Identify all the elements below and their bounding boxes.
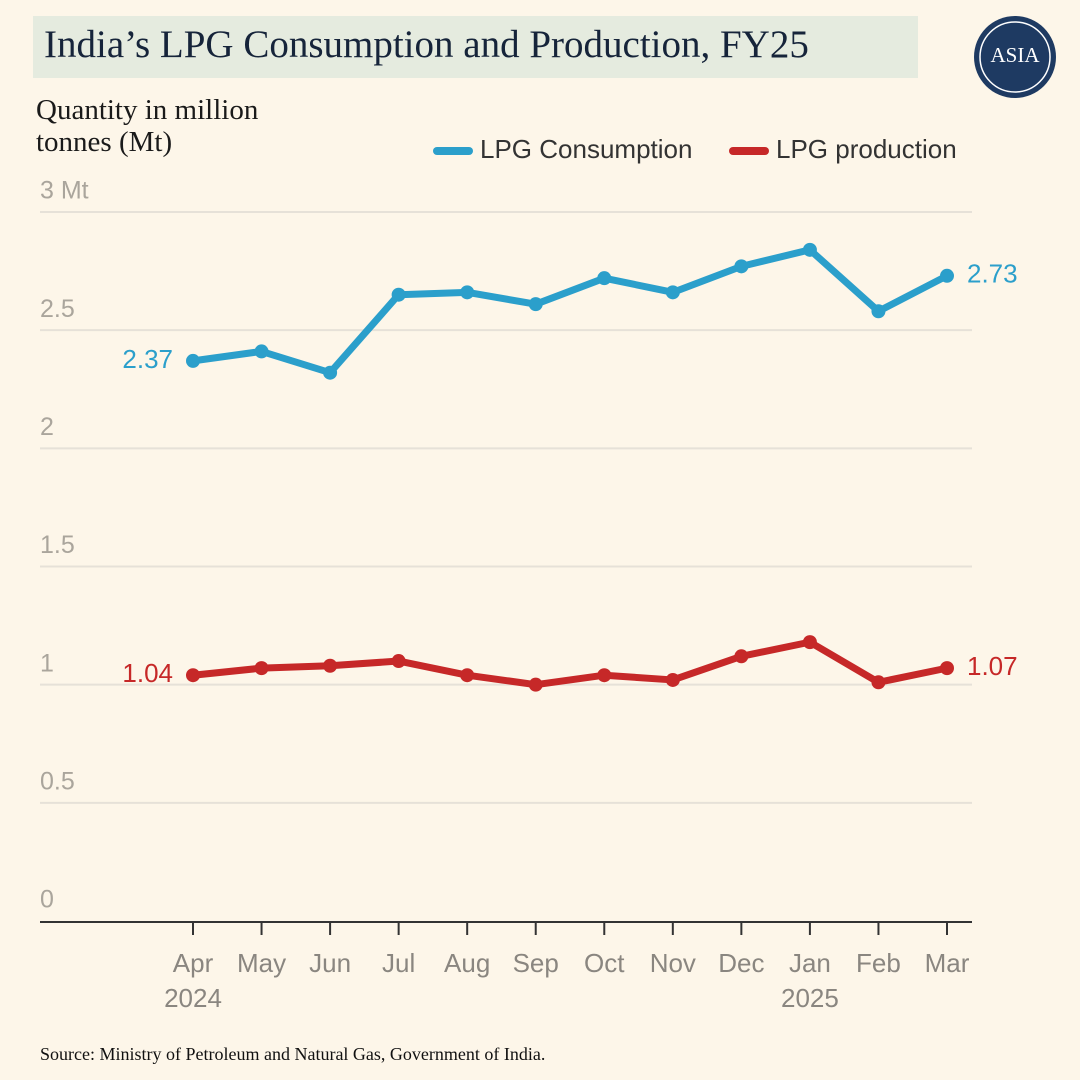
data-point [665, 672, 680, 687]
data-point [802, 242, 817, 257]
y-tick-label: 2.5 [40, 295, 75, 323]
x-tick-label: Jan [789, 948, 831, 978]
data-point [802, 635, 817, 650]
data-point [186, 353, 200, 368]
x-tick-label: Aug [444, 948, 490, 978]
data-point [186, 668, 200, 683]
y-tick-label: 3 Mt [40, 177, 89, 205]
x-tick-label: Apr [173, 948, 214, 978]
data-point [597, 668, 612, 683]
y-tick-label: 0 [40, 886, 54, 914]
x-tick-label: Jun [309, 948, 351, 978]
value-label: 1.04 [122, 658, 173, 688]
data-point [528, 297, 543, 312]
value-label: 1.07 [967, 651, 1018, 681]
plot-area: 0 0.5 1 1.5 2 2.5 3 Mt Apr 2024 May Jun Jul Aug Sep Oc… [40, 134, 1018, 1013]
data-point [254, 661, 269, 676]
x-tick-label: Jul [382, 948, 415, 978]
data-point [597, 271, 612, 286]
series-line [189, 638, 951, 689]
logo-circle [974, 16, 1056, 98]
y-tick-label: 1.5 [40, 531, 75, 559]
series-line [189, 246, 951, 377]
value-label: 2.37 [122, 344, 173, 374]
logo-ring [979, 21, 1051, 93]
title-box [33, 16, 918, 78]
x-tick-label: Mar [925, 948, 970, 978]
data-point [734, 649, 749, 664]
data-point [665, 285, 680, 300]
chart-title: India’s LPG Consumption and Production, … [44, 23, 809, 66]
data-point [391, 654, 406, 669]
data-point [940, 661, 954, 676]
data-point [734, 259, 749, 274]
y-tick-label: 1 [40, 649, 54, 677]
data-point [323, 658, 338, 673]
data-point [871, 304, 886, 319]
y-tick-label: 0.5 [40, 767, 75, 795]
x-tick-label: Nov [650, 948, 696, 978]
y-tick-label: 2 [40, 413, 54, 441]
x-tick-label: Dec [718, 948, 764, 978]
value-label: 2.73 [967, 259, 1018, 289]
x-year-label: 2024 [164, 983, 222, 1013]
data-point [871, 675, 886, 690]
data-point [528, 677, 543, 692]
data-point [323, 365, 338, 380]
x-tick-label: Oct [584, 948, 625, 978]
x-tick-label: Sep [513, 948, 559, 978]
logo-text: ASIA [990, 43, 1040, 67]
x-year-label: 2025 [781, 983, 839, 1013]
data-point [391, 287, 406, 302]
x-tick-label: Feb [856, 948, 901, 978]
x-tick-label: May [237, 948, 286, 978]
data-point [940, 268, 954, 283]
source: Source: Ministry of Petroleum and Natura… [40, 1044, 545, 1064]
data-point [460, 668, 475, 683]
legend-label: LPG Consumption [480, 134, 692, 164]
data-point [254, 344, 269, 359]
data-point [460, 285, 475, 300]
y-axis-label: Quantity in million tonnes (Mt) [36, 94, 259, 158]
legend-label: LPG production [776, 134, 957, 164]
